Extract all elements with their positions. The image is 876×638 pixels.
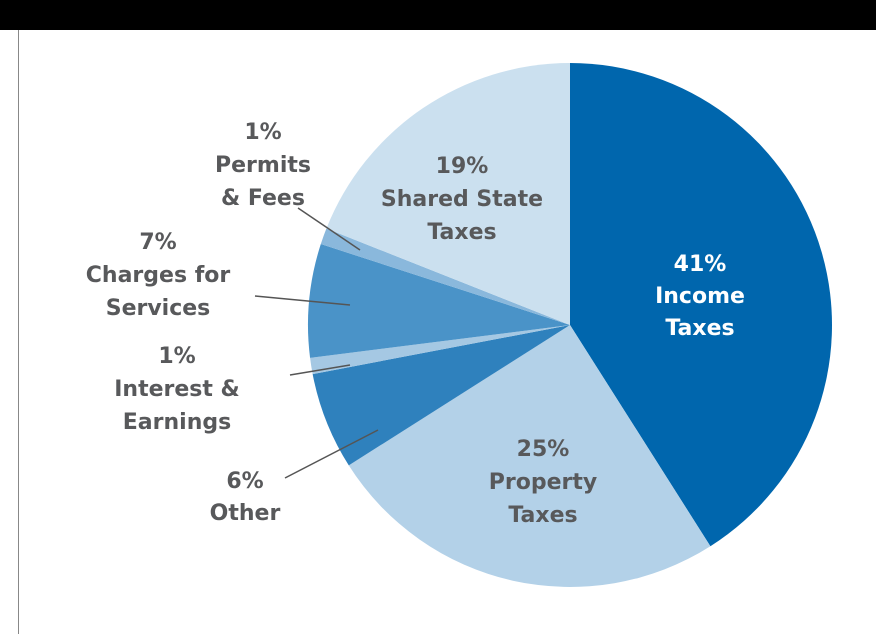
pie-slice bbox=[310, 325, 570, 375]
slice-label: Taxes bbox=[508, 503, 577, 528]
leader-line bbox=[289, 364, 351, 376]
pie-slice bbox=[320, 228, 570, 325]
slice-label: Charges for bbox=[86, 263, 231, 288]
leader-line bbox=[284, 429, 379, 479]
slice-label: Income bbox=[655, 284, 745, 309]
pie-slice bbox=[348, 325, 711, 587]
header-bar bbox=[0, 0, 876, 30]
slice-label: Earnings bbox=[123, 410, 231, 435]
value-label: 1% bbox=[244, 120, 281, 145]
slice-label: & Fees bbox=[221, 186, 305, 211]
pie-slice bbox=[570, 63, 832, 547]
value-label: 25% bbox=[517, 437, 570, 462]
slice-label: Services bbox=[106, 296, 211, 321]
slice-label: Taxes bbox=[665, 316, 734, 341]
value-label: 7% bbox=[139, 230, 176, 255]
value-label: 1% bbox=[158, 344, 195, 369]
leader-line bbox=[254, 295, 351, 306]
slice-label: Permits bbox=[215, 153, 311, 178]
slice-label: Other bbox=[210, 501, 281, 526]
slice-label: Interest & bbox=[114, 377, 240, 402]
pie-slice bbox=[326, 63, 570, 325]
value-label: 6% bbox=[226, 469, 263, 494]
pie-slice bbox=[307, 244, 570, 358]
value-label: 19% bbox=[436, 154, 489, 179]
slice-label: Taxes bbox=[427, 220, 496, 245]
value-label: 41% bbox=[674, 252, 727, 277]
slice-label: Property bbox=[489, 470, 597, 495]
leader-line bbox=[297, 207, 361, 251]
slice-label: Shared State bbox=[381, 187, 543, 212]
